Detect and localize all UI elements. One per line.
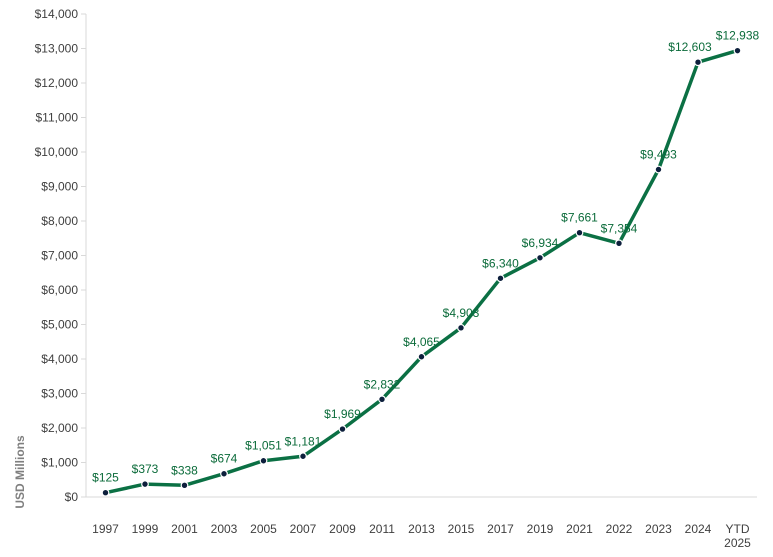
data-point (417, 352, 426, 361)
y-tick-label: $9,000 (41, 180, 78, 194)
y-tick-label: $13,000 (35, 42, 79, 56)
x-tick-label: 2011 (369, 522, 395, 536)
data-label: $9,493 (640, 147, 677, 161)
data-label: $674 (211, 452, 238, 466)
data-point (180, 481, 189, 490)
data-label: $12,603 (668, 40, 712, 54)
data-point (101, 488, 110, 497)
y-tick-label: $6,000 (41, 283, 78, 297)
x-tick-label: 2022 (606, 522, 633, 536)
x-axis-ticks: 1997 1999 2001 2003 2005 2007 2009 2011 2013 2015… (92, 522, 751, 550)
y-tick-label: $3,000 (41, 387, 78, 401)
data-label: $338 (171, 463, 198, 477)
data-point (299, 452, 307, 461)
data-point (733, 46, 742, 55)
x-tick-label: 2017 (487, 522, 514, 536)
data-label: $7,354 (601, 221, 638, 235)
x-tick-label: 1997 (92, 522, 119, 536)
data-point (536, 253, 544, 262)
data-point (496, 274, 505, 283)
axes (85, 14, 757, 498)
data-label: $2,832 (364, 377, 401, 391)
data-point (259, 456, 268, 465)
y-tick-label: $5,000 (41, 318, 78, 332)
data-label: $6,934 (522, 236, 559, 250)
data-point (378, 395, 386, 404)
data-point (654, 165, 663, 174)
data-points (101, 46, 742, 497)
data-point (338, 425, 347, 433)
data-labels: $125 $373 $338 $674 $1,051 $1,181$1,969 $2,832… (92, 29, 759, 485)
data-label: $6,340 (482, 256, 519, 270)
data-label: $1,181 (285, 434, 322, 448)
y-tick-label: $2,000 (41, 421, 78, 435)
x-tick-label: 2005 (250, 522, 277, 536)
data-point (220, 469, 228, 478)
data-point (575, 228, 584, 237)
data-label: $7,661 (561, 211, 598, 225)
y-tick-label: $7,000 (41, 249, 78, 263)
x-tick-label: 2021 (566, 522, 593, 536)
data-label: $12,938 (716, 29, 760, 43)
data-point (457, 323, 465, 332)
x-tick-label: 2019 (527, 522, 554, 536)
data-label: $125 (92, 471, 119, 485)
data-label: $4,065 (403, 335, 440, 349)
y-tick-label: $12,000 (35, 76, 79, 90)
y-axis-ticks: $0 $1,000 $2,000 $3,000 $4,000 $5,000 $6,000 $7… (35, 7, 86, 504)
y-axis-title: USD Millions (13, 435, 27, 509)
x-tick-label: 2024 (685, 522, 712, 536)
x-tick-label: YTD 2025 (724, 522, 751, 550)
x-tick-label: 2013 (408, 522, 435, 536)
x-tick-label: 2015 (448, 522, 475, 536)
data-label: $1,051 (245, 439, 282, 453)
y-tick-label: $8,000 (41, 214, 78, 228)
data-point (615, 239, 623, 248)
x-tick-label: 2023 (645, 522, 672, 536)
data-label: $373 (132, 462, 159, 476)
y-tick-label: $10,000 (35, 145, 79, 159)
data-label: $4,903 (443, 306, 480, 320)
y-tick-label: $0 (65, 490, 79, 504)
series-line (103, 48, 740, 495)
x-tick-label: 1999 (132, 522, 159, 536)
x-tick-label: 2007 (290, 522, 317, 536)
y-tick-label: $14,000 (35, 7, 79, 21)
data-point (141, 480, 149, 489)
x-tick-label: 2003 (211, 522, 238, 536)
series-line-group (103, 48, 740, 495)
y-tick-label: $1,000 (41, 456, 78, 470)
x-tick-label: 2009 (329, 522, 356, 536)
y-tick-label: $4,000 (41, 352, 78, 366)
data-point (694, 58, 702, 67)
y-tick-label: $11,000 (36, 111, 79, 125)
data-label: $1,969 (324, 407, 361, 421)
x-tick-label: 2001 (171, 522, 198, 536)
